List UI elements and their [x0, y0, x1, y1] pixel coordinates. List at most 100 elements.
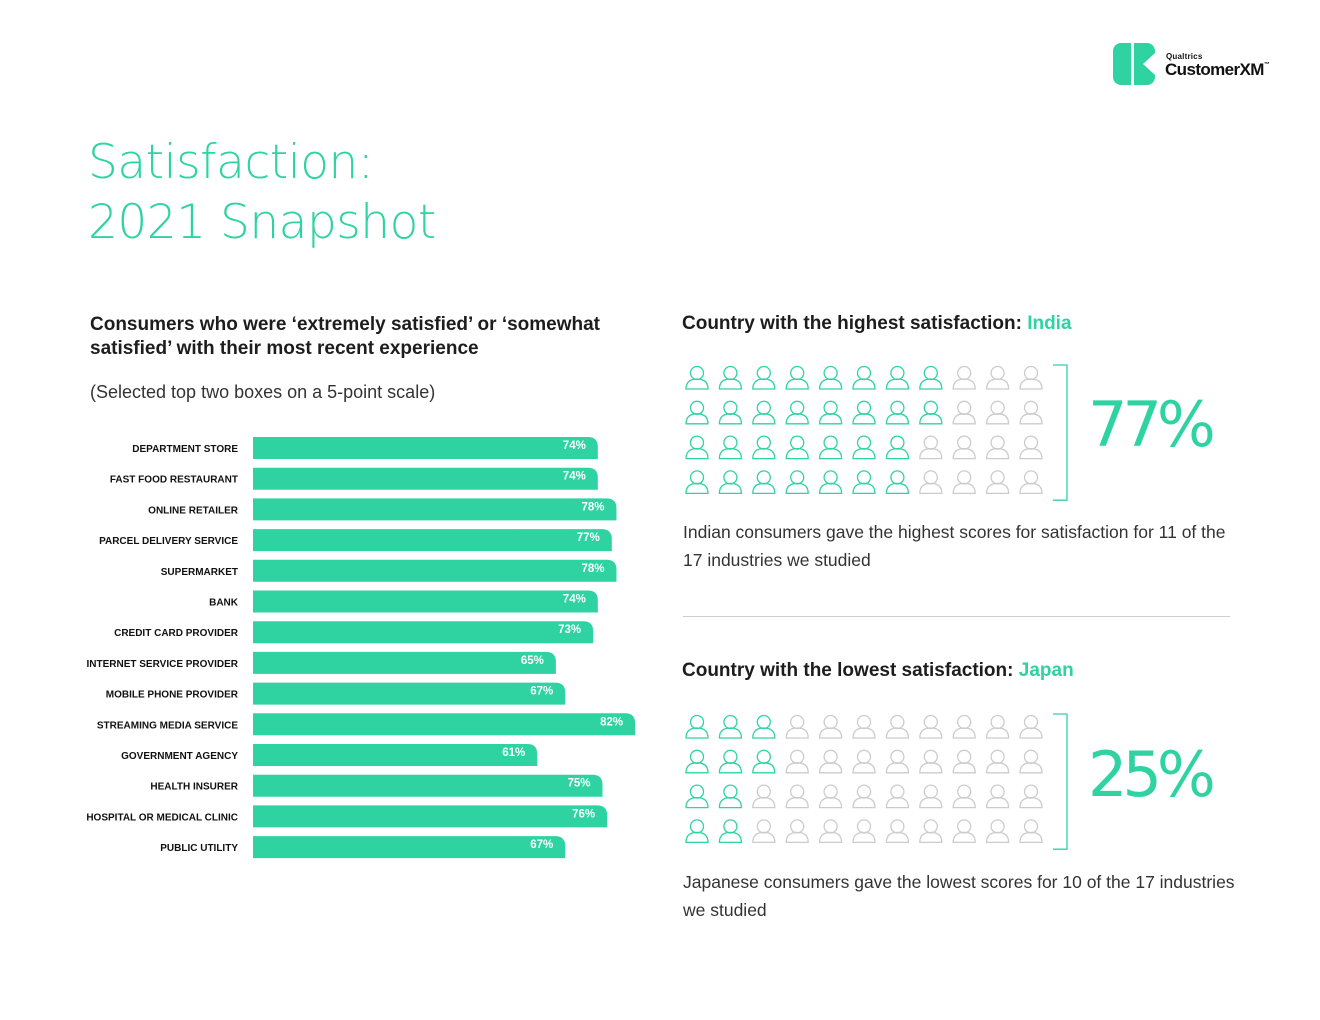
page-title-line-1: Satisfaction:: [88, 135, 374, 190]
person-icon: [885, 784, 910, 809]
person-icon: [718, 470, 743, 495]
category-label: MOBILE PHONE PROVIDER: [106, 690, 239, 701]
bar-row: FAST FOOD RESTAURANT 74%: [110, 467, 598, 490]
value-label: 65%: [521, 655, 544, 667]
person-icon: [752, 365, 776, 390]
person-icon: [1019, 784, 1043, 809]
person-icon: [952, 470, 976, 495]
category-label: CREDIT CARD PROVIDER: [114, 628, 239, 639]
bar-row: INTERNET SERVICE PROVIDER 65%: [86, 651, 556, 674]
person-icon: [685, 784, 709, 809]
bar-row: STREAMING MEDIA SERVICE 82%: [97, 713, 636, 736]
highest-label: Country with the highest satisfaction:: [682, 313, 1022, 334]
person-icon: [985, 400, 1010, 425]
lowest-country: Japan: [1018, 660, 1074, 681]
person-icon: [952, 435, 976, 460]
person-icon: [919, 749, 943, 774]
bar-row: PUBLIC UTILITY 67%: [160, 836, 566, 859]
person-icon: [852, 714, 876, 739]
brand-small-label: Qualtrics: [1166, 52, 1203, 61]
person-icon: [919, 470, 943, 495]
value-label: 61%: [502, 747, 525, 759]
person-icon: [718, 714, 743, 739]
person-icon: [852, 749, 876, 774]
lowest-satisfaction-heading: Country with the lowest satisfaction: Ja…: [682, 660, 1074, 682]
person-icon: [885, 819, 910, 844]
person-icon: [885, 749, 910, 774]
customerxm-logo-icon: [1113, 43, 1155, 85]
bar: [253, 437, 598, 459]
person-icon: [1019, 400, 1043, 425]
bar-row: PARCEL DELIVERY SERVICE 77%: [99, 529, 612, 552]
bar-row: SUPERMARKET 78%: [161, 559, 617, 582]
bar-row: CREDIT CARD PROVIDER 73%: [114, 621, 594, 644]
category-label: PARCEL DELIVERY SERVICE: [99, 536, 238, 547]
person-icon: [685, 749, 709, 774]
chart-subheading: (Selected top two boxes on a 5-point sca…: [90, 382, 436, 402]
person-icon: [885, 400, 910, 425]
person-icon: [785, 819, 809, 844]
value-label: 74%: [563, 471, 586, 483]
person-icon: [818, 365, 843, 390]
person-icon: [785, 714, 809, 739]
person-icon: [919, 400, 943, 425]
person-icon: [985, 749, 1010, 774]
person-icon: [885, 714, 910, 739]
person-icon: [818, 435, 843, 460]
bar: [253, 651, 556, 674]
bar-row: MOBILE PHONE PROVIDER 67%: [106, 682, 566, 705]
chart-heading: Consumers who were ‘extremely satisfied’…: [90, 314, 601, 359]
value-label: 75%: [567, 778, 590, 790]
lowest-description: Japanese consumers gave the lowest score…: [683, 872, 1235, 920]
highest-satisfaction-heading: Country with the highest satisfaction: I…: [682, 313, 1072, 335]
person-icon: [1019, 365, 1043, 390]
person-icon: [752, 435, 776, 460]
satisfaction-bar-chart: DEPARTMENT STORE 74% FAST FOOD RESTAURANT 7…: [86, 437, 636, 859]
person-icon: [752, 470, 776, 495]
person-icon: [1019, 714, 1043, 739]
person-icon: [985, 714, 1010, 739]
bar-row: ONLINE RETAILER 78%: [148, 498, 617, 521]
person-icon: [852, 784, 876, 809]
person-icon: [919, 819, 943, 844]
person-icon: [685, 714, 709, 739]
person-icon: [685, 400, 709, 425]
person-icon: [785, 749, 809, 774]
person-icon: [985, 365, 1010, 390]
person-icon: [852, 435, 876, 460]
person-icon: [752, 714, 776, 739]
person-icon: [1019, 435, 1043, 460]
value-label: 77%: [577, 532, 600, 544]
value-label: 76%: [572, 808, 595, 820]
person-icon: [818, 470, 843, 495]
bar: [253, 467, 598, 490]
bar: [253, 621, 594, 644]
person-icon: [852, 819, 876, 844]
value-label: 78%: [581, 563, 604, 575]
bar: [253, 836, 566, 859]
brand-name: CustomerXM™: [1165, 60, 1270, 79]
highest-description: Indian consumers gave the highest scores…: [683, 522, 1226, 570]
person-icon: [985, 435, 1010, 460]
person-icon: [919, 784, 943, 809]
person-icon: [919, 714, 943, 739]
bar: [253, 744, 538, 766]
person-icon: [952, 819, 976, 844]
page-title-line-2: 2021 Snapshot: [88, 195, 436, 250]
person-icon: [785, 435, 809, 460]
highest-country: India: [1027, 313, 1072, 334]
bar-row: DEPARTMENT STORE 74%: [132, 437, 598, 459]
person-icon: [985, 784, 1010, 809]
person-icon: [952, 714, 976, 739]
value-label: 74%: [563, 594, 586, 606]
person-icon: [885, 365, 910, 390]
section-divider: [683, 616, 1230, 617]
person-icon: [952, 365, 976, 390]
bar: [253, 805, 608, 828]
value-label: 67%: [530, 686, 553, 698]
person-icon: [919, 365, 943, 390]
value-label: 78%: [581, 501, 604, 513]
category-label: SUPERMARKET: [161, 567, 238, 578]
person-icon: [818, 714, 843, 739]
value-label: 73%: [558, 624, 581, 636]
